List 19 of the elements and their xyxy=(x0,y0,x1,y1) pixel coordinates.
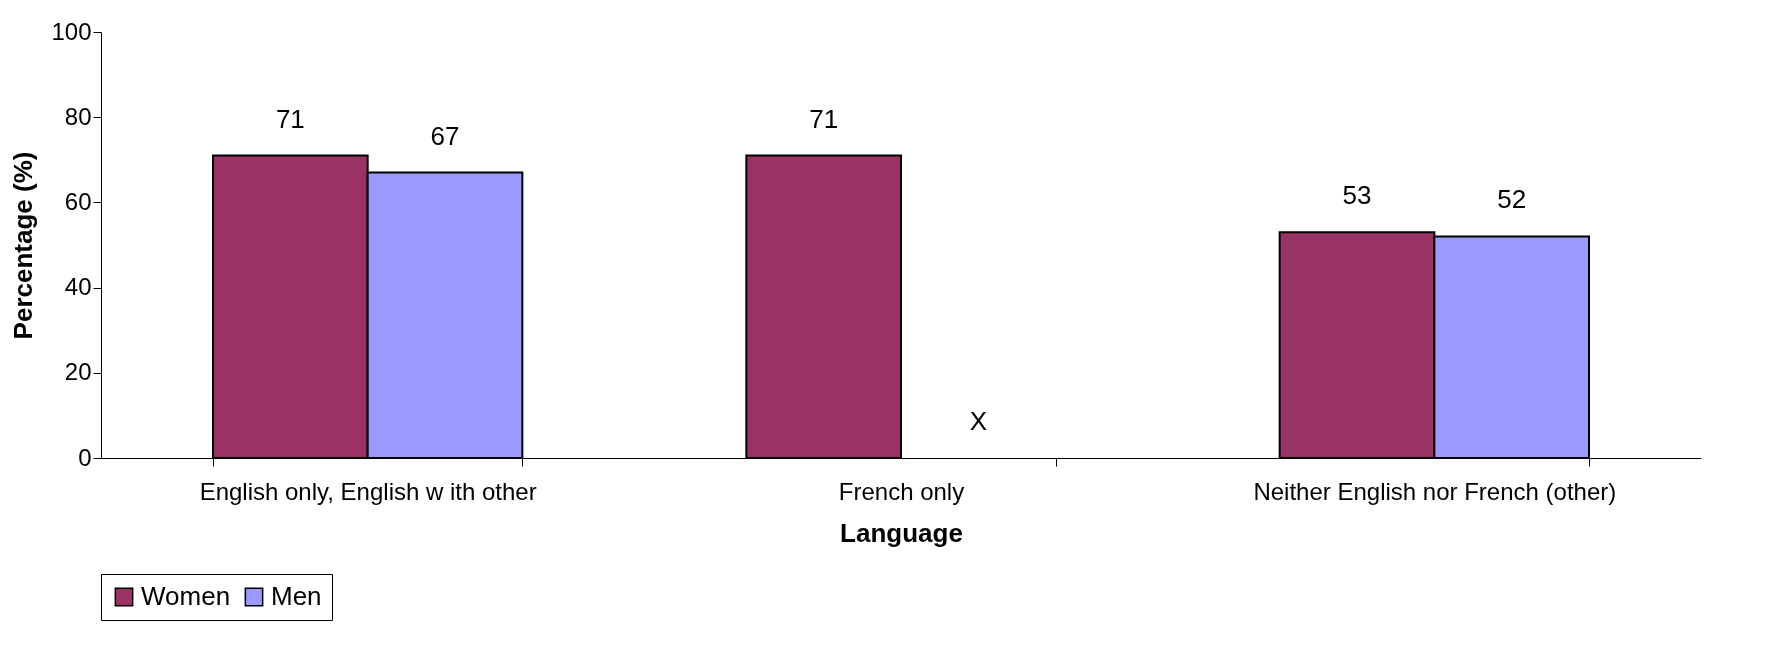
y-tick-label: 40 xyxy=(64,273,92,301)
y-tick-label: 100 xyxy=(51,17,92,45)
legend-label: Women xyxy=(141,581,231,611)
data-label: 52 xyxy=(1497,184,1527,215)
data-label: 53 xyxy=(1342,180,1372,211)
x-tick-label: English only, English w ith other xyxy=(199,477,537,505)
text: X xyxy=(969,406,988,436)
y-tick-label: 60 xyxy=(64,187,92,215)
y-tick-label: 20 xyxy=(64,358,92,386)
data-label: 71 xyxy=(275,103,305,134)
data-label: 71 xyxy=(809,103,839,134)
y-tick-label: 0 xyxy=(78,443,92,471)
x-tick-label: Neither English nor French (other) xyxy=(1253,477,1617,505)
y-tick-label: 80 xyxy=(64,102,92,130)
data-label: 67 xyxy=(430,120,460,151)
y-axis-title: Percentage (%) xyxy=(8,151,39,340)
x-axis-title: Language xyxy=(840,517,963,548)
x-tick-label: French only xyxy=(838,477,965,505)
legend-label: Men xyxy=(271,581,322,611)
